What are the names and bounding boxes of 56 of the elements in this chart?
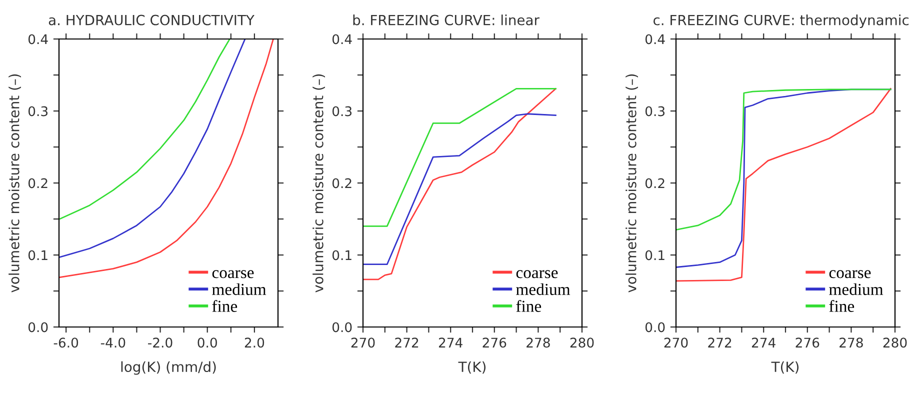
- x-tick-label: 270: [664, 338, 688, 348]
- chart-title: b. FREEZING CURVE: linear: [353, 14, 540, 26]
- x-tick-label: 270: [351, 338, 375, 348]
- y-tick-label: 0.0: [332, 322, 352, 332]
- line-series: [59, 39, 246, 258]
- x-tick-label: 272: [395, 338, 418, 348]
- y-tick-label: 0.4: [645, 34, 665, 44]
- y-tick-label: 0.3: [28, 106, 48, 116]
- y-tick-label: 0.0: [645, 322, 665, 332]
- x-tick-label: 2.0: [244, 338, 264, 348]
- y-tick-label: 0.3: [332, 106, 352, 116]
- x-tick-label: -6.0: [54, 338, 78, 348]
- y-tick-label: 0.4: [28, 34, 48, 44]
- line-series: [59, 39, 274, 278]
- legend-label: medium: [212, 283, 266, 296]
- legend-label: fine: [516, 300, 542, 312]
- x-tick-label: 276: [796, 338, 820, 348]
- chart-title: c. FREEZING CURVE: thermodynamic: [654, 14, 909, 28]
- y-axis-title: volumetric moisture content (–): [626, 74, 638, 292]
- x-tick-label: 280: [883, 338, 907, 348]
- y-tick-label: 0.4: [332, 34, 352, 44]
- x-tick-label: 280: [570, 338, 594, 348]
- y-tick-label: 0.3: [645, 106, 665, 116]
- legend-label: medium: [516, 283, 570, 296]
- legend-label: fine: [212, 300, 238, 312]
- line-series: [363, 113, 556, 266]
- y-axis-title: volumetric moisture content (–): [312, 74, 325, 292]
- x-tick-label: -2.0: [148, 338, 172, 348]
- y-tick-label: 0.2: [28, 178, 48, 188]
- line-series: [676, 88, 892, 230]
- legend-label: coarse: [829, 270, 871, 278]
- legend-label: coarse: [212, 270, 254, 278]
- legend-label: coarse: [516, 270, 558, 278]
- y-tick-label: 0.0: [28, 322, 48, 332]
- x-tick-label: -4.0: [100, 338, 126, 348]
- x-axis-title: T(K): [771, 361, 799, 374]
- y-tick-label: 0.1: [28, 250, 48, 260]
- legend-label: medium: [829, 283, 884, 296]
- y-tick-label: 0.1: [645, 250, 664, 260]
- x-tick-label: 276: [482, 338, 506, 348]
- chart-title: a. HYDRAULIC CONDUCTIVITY: [48, 14, 254, 26]
- y-axis-title: volumetric moisture content (–): [8, 74, 21, 292]
- x-tick-label: 272: [708, 338, 732, 348]
- y-tick-label: 0.1: [332, 250, 352, 260]
- y-tick-label: 0.2: [645, 178, 664, 188]
- line-series: [363, 88, 556, 280]
- x-axis-title: T(K): [458, 361, 486, 374]
- x-tick-label: 274: [438, 338, 462, 348]
- x-tick-label: 0.0: [198, 338, 217, 348]
- line-series: [59, 39, 230, 220]
- x-tick-label: 278: [526, 338, 550, 348]
- x-tick-label: 278: [840, 338, 863, 348]
- x-axis-title: log(K) (mm/d): [121, 361, 216, 375]
- legend-label: fine: [829, 300, 854, 312]
- y-tick-label: 0.2: [332, 178, 352, 188]
- x-tick-label: 274: [752, 338, 776, 348]
